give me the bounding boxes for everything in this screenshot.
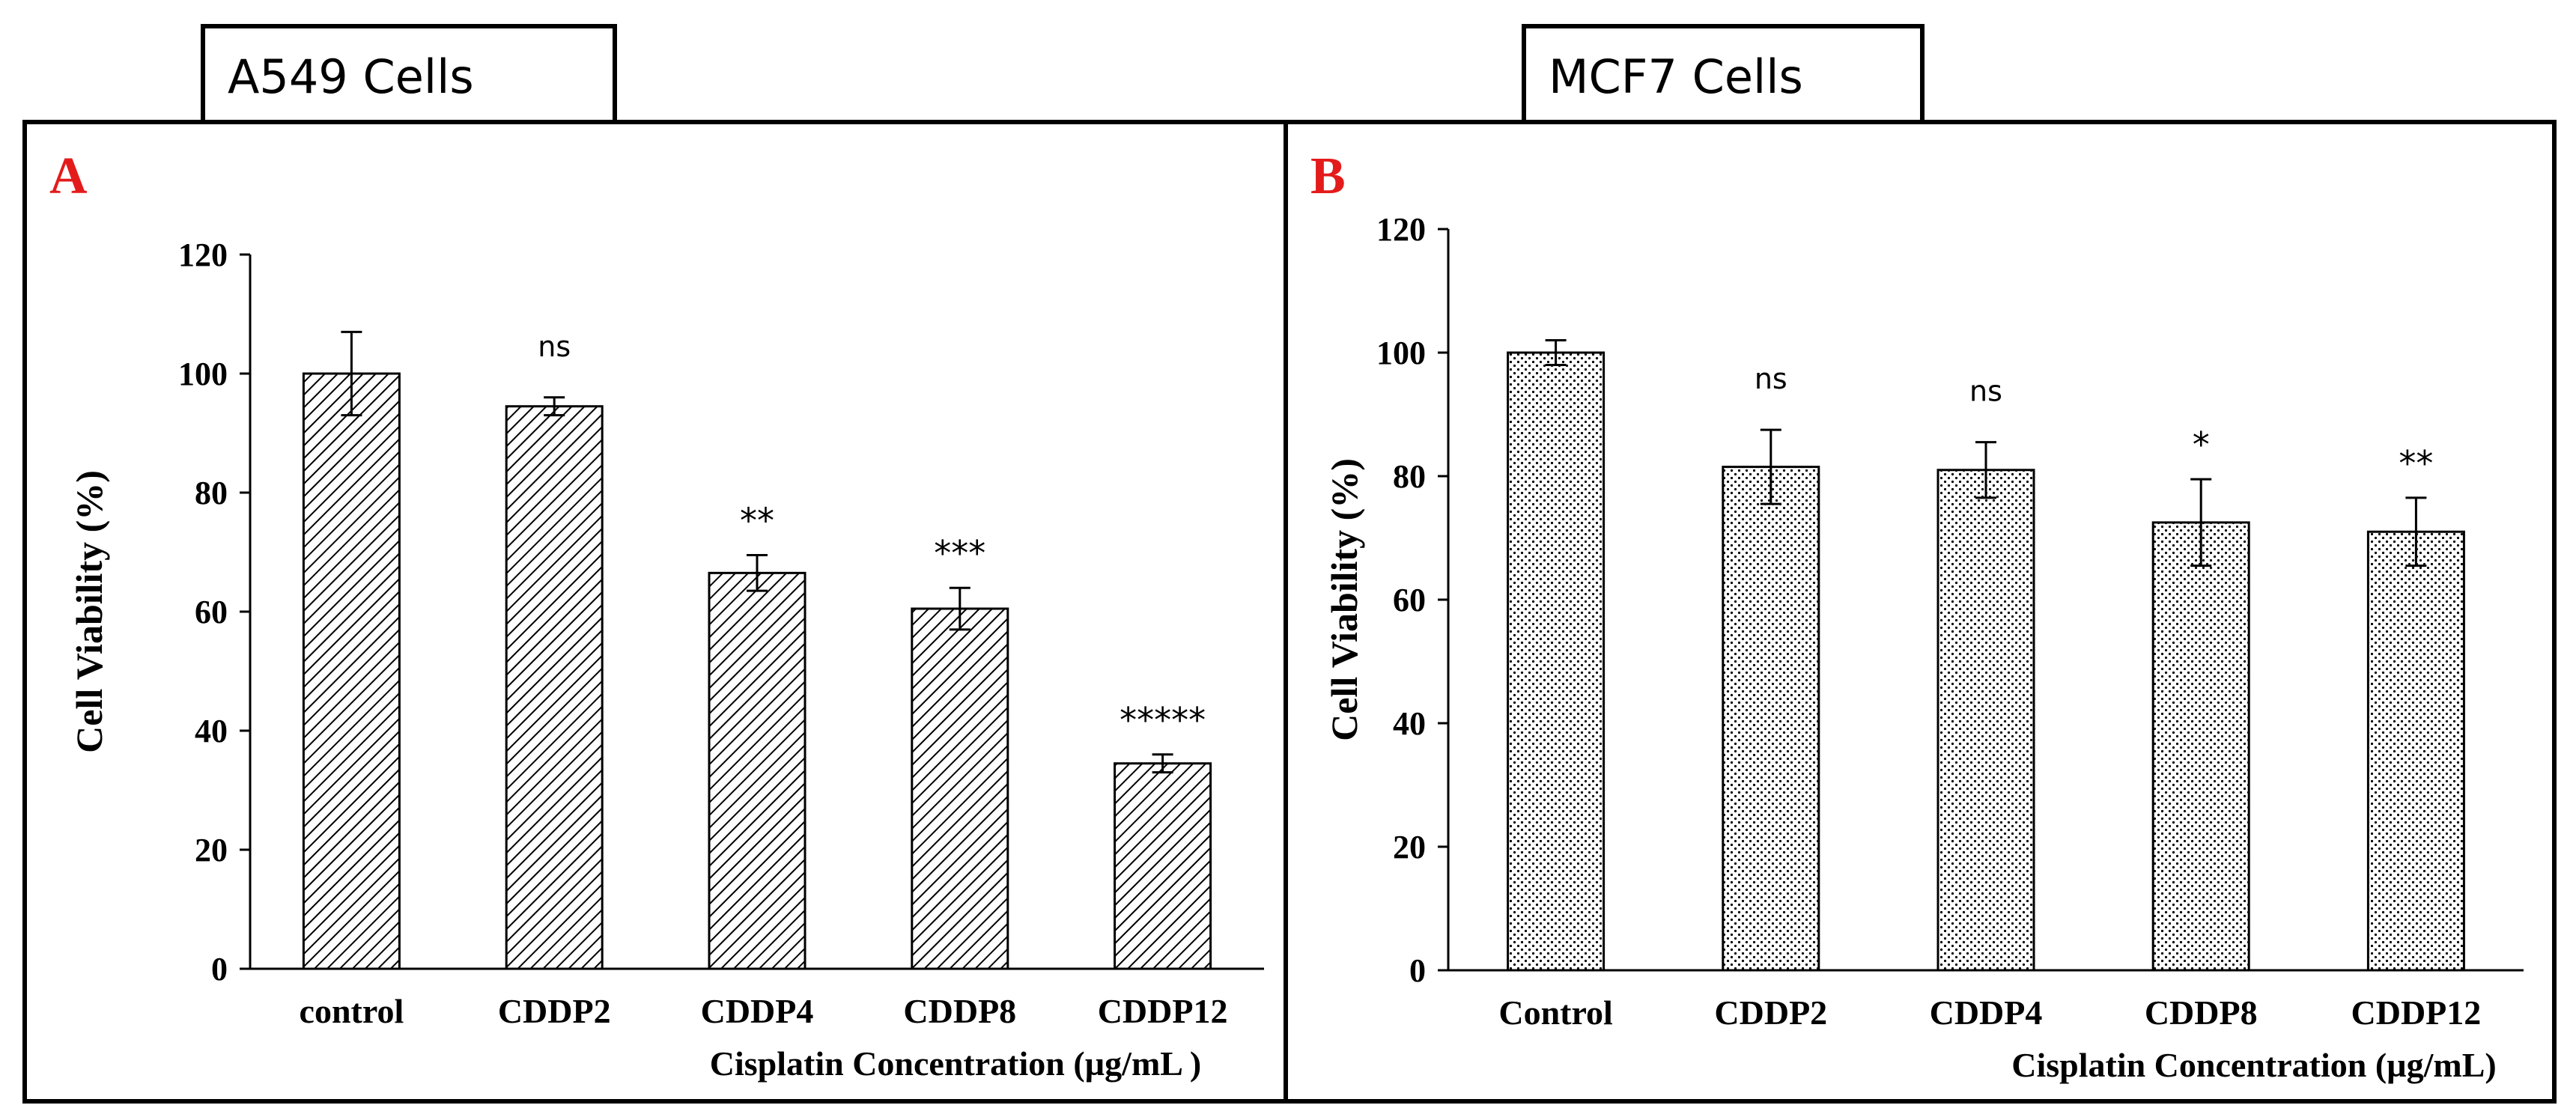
chart-a-y-tick-label: 60 <box>195 594 228 630</box>
chart-a-y-tick-label: 120 <box>178 237 228 273</box>
chart-b-y-tick-label: 0 <box>1409 952 1426 989</box>
chart-b-category-label: CDDP12 <box>2351 993 2482 1032</box>
chart-b-bar <box>1936 469 2035 972</box>
chart-b-bar <box>1507 351 1606 972</box>
chart-b-y-tick-label: 40 <box>1393 705 1426 742</box>
panel-a-title-tab: A549 Cells <box>201 24 617 123</box>
chart-a-y-tick-label: 100 <box>178 356 228 392</box>
chart-a-significance-label: ***** <box>1120 700 1206 740</box>
chart-b-bar <box>1722 466 1820 972</box>
chart-b-svg: 0 20 40 60 80 100 120 Control ns CDDP2 ns CDDP4 * CDD… <box>1323 211 2524 1084</box>
panel-a-title: A549 Cells <box>228 49 474 104</box>
chart-b-y-axis-title: Cell Viability (%) <box>1323 458 1365 741</box>
chart-b-y-tick-label: 120 <box>1376 211 1426 248</box>
chart-a-y-tick-label: 80 <box>195 475 228 511</box>
chart-b-significance-label: ns <box>1969 375 2002 408</box>
chart-a-bar <box>505 405 604 970</box>
chart-a-significance-label: ns <box>538 330 571 363</box>
chart-panel-a: A 0 20 40 60 80 100 120 control ns CDDP2 ** CDDP4 **… <box>22 120 1289 1104</box>
chart-a-bar <box>1114 762 1212 970</box>
chart-a-significance-label: ** <box>740 500 774 541</box>
chart-a-bar <box>708 571 806 970</box>
chart-a-y-tick-label: 20 <box>195 832 228 868</box>
chart-b-y-tick-label: 100 <box>1376 335 1426 371</box>
chart-b-x-axis-title: Cisplatin Concentration (µg/mL) <box>2011 1046 2497 1084</box>
chart-b-significance-label: ns <box>1755 362 1787 395</box>
chart-b-category-label: CDDP4 <box>1930 993 2043 1032</box>
panel-b-letter: B <box>1310 147 1346 205</box>
chart-b-y-tick-label: 80 <box>1393 458 1426 495</box>
chart-b-y-tick-label: 60 <box>1393 582 1426 618</box>
panel-a-letter: A <box>49 147 88 205</box>
chart-a-category-label: CDDP4 <box>701 992 814 1030</box>
chart-a-y-tick-label: 40 <box>195 713 228 749</box>
chart-a-y-axis-title: Cell Viability (%) <box>68 470 110 753</box>
chart-b-bar <box>2151 521 2250 972</box>
chart-b-significance-label: * <box>2193 424 2210 465</box>
chart-a-category-label: CDDP8 <box>903 992 1016 1030</box>
chart-a-bar <box>911 607 1009 970</box>
chart-a-y-tick-label: 0 <box>211 951 228 987</box>
chart-a-category-label: CDDP2 <box>498 992 611 1030</box>
chart-a-category-label: CDDP12 <box>1098 992 1228 1030</box>
chart-b-significance-label: ** <box>2399 443 2433 484</box>
panel-b-title-tab: MCF7 Cells <box>1522 24 1925 123</box>
panel-b-title: MCF7 Cells <box>1549 49 1803 104</box>
chart-b-category-label: Control <box>1498 993 1613 1032</box>
chart-a-bar <box>302 372 401 970</box>
chart-b-category-label: CDDP2 <box>1714 993 1827 1032</box>
chart-b-y-tick-label: 20 <box>1393 829 1426 865</box>
chart-b-bar <box>2366 530 2465 972</box>
chart-a-significance-label: *** <box>934 533 985 573</box>
chart-a-x-axis-title: Cisplatin Concentration (µg/mL ) <box>710 1044 1201 1083</box>
chart-a-svg: 0 20 40 60 80 100 120 control ns CDDP2 ** CDDP4 *** C… <box>68 237 1264 1083</box>
chart-panel-b: B 0 20 40 60 80 100 120 Control ns CDDP2 ns CDDP4 * C… <box>1284 120 2557 1104</box>
chart-b-category-label: CDDP8 <box>2145 993 2258 1032</box>
chart-a-category-label: control <box>300 992 404 1030</box>
